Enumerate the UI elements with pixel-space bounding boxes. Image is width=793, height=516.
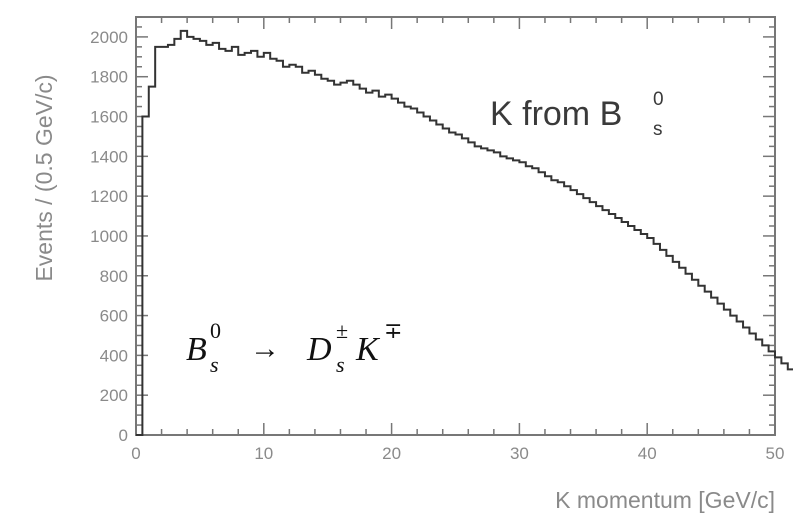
svg-text:∓: ∓ (384, 318, 402, 343)
y-tick-label: 1400 (90, 147, 128, 166)
svg-text:B: B (186, 331, 207, 368)
svg-text:K from B: K from B (490, 95, 622, 133)
svg-text:s: s (210, 352, 219, 377)
svg-text:±: ± (336, 318, 348, 343)
y-tick-label: 200 (100, 386, 128, 405)
histogram-series (136, 31, 793, 435)
y-axis-title: Events / (0.5 GeV/c) (31, 74, 57, 281)
annotation-k-from-bs: K from B 0 s (490, 89, 664, 140)
y-tick-label: 1200 (90, 187, 128, 206)
svg-text:→: → (250, 332, 280, 365)
y-tick-label: 2000 (90, 28, 128, 47)
x-tick-label: 50 (766, 444, 785, 463)
svg-text:0: 0 (653, 89, 664, 110)
svg-text:0: 0 (210, 318, 221, 343)
x-tick-label: 40 (638, 444, 657, 463)
y-tick-label: 1000 (90, 227, 128, 246)
plot-frame (136, 17, 775, 435)
annotation-decay: B 0 s → D ± s K ∓ (186, 318, 402, 377)
x-tick-label: 20 (382, 444, 401, 463)
y-tick-label: 600 (100, 307, 128, 326)
x-tick-label: 10 (254, 444, 273, 463)
y-tick-label: 800 (100, 267, 128, 286)
svg-text:K: K (355, 331, 381, 368)
x-axis-title: K momentum [GeV/c] (555, 487, 775, 513)
y-tick-label: 1800 (90, 68, 128, 87)
y-tick-label: 1600 (90, 108, 128, 127)
y-tick-label: 400 (100, 346, 128, 365)
svg-text:s: s (653, 119, 663, 140)
x-tick-label: 0 (131, 444, 140, 463)
y-tick-label: 0 (119, 426, 128, 445)
x-tick-label: 30 (510, 444, 529, 463)
svg-text:s: s (336, 352, 345, 377)
svg-text:D: D (306, 331, 332, 368)
